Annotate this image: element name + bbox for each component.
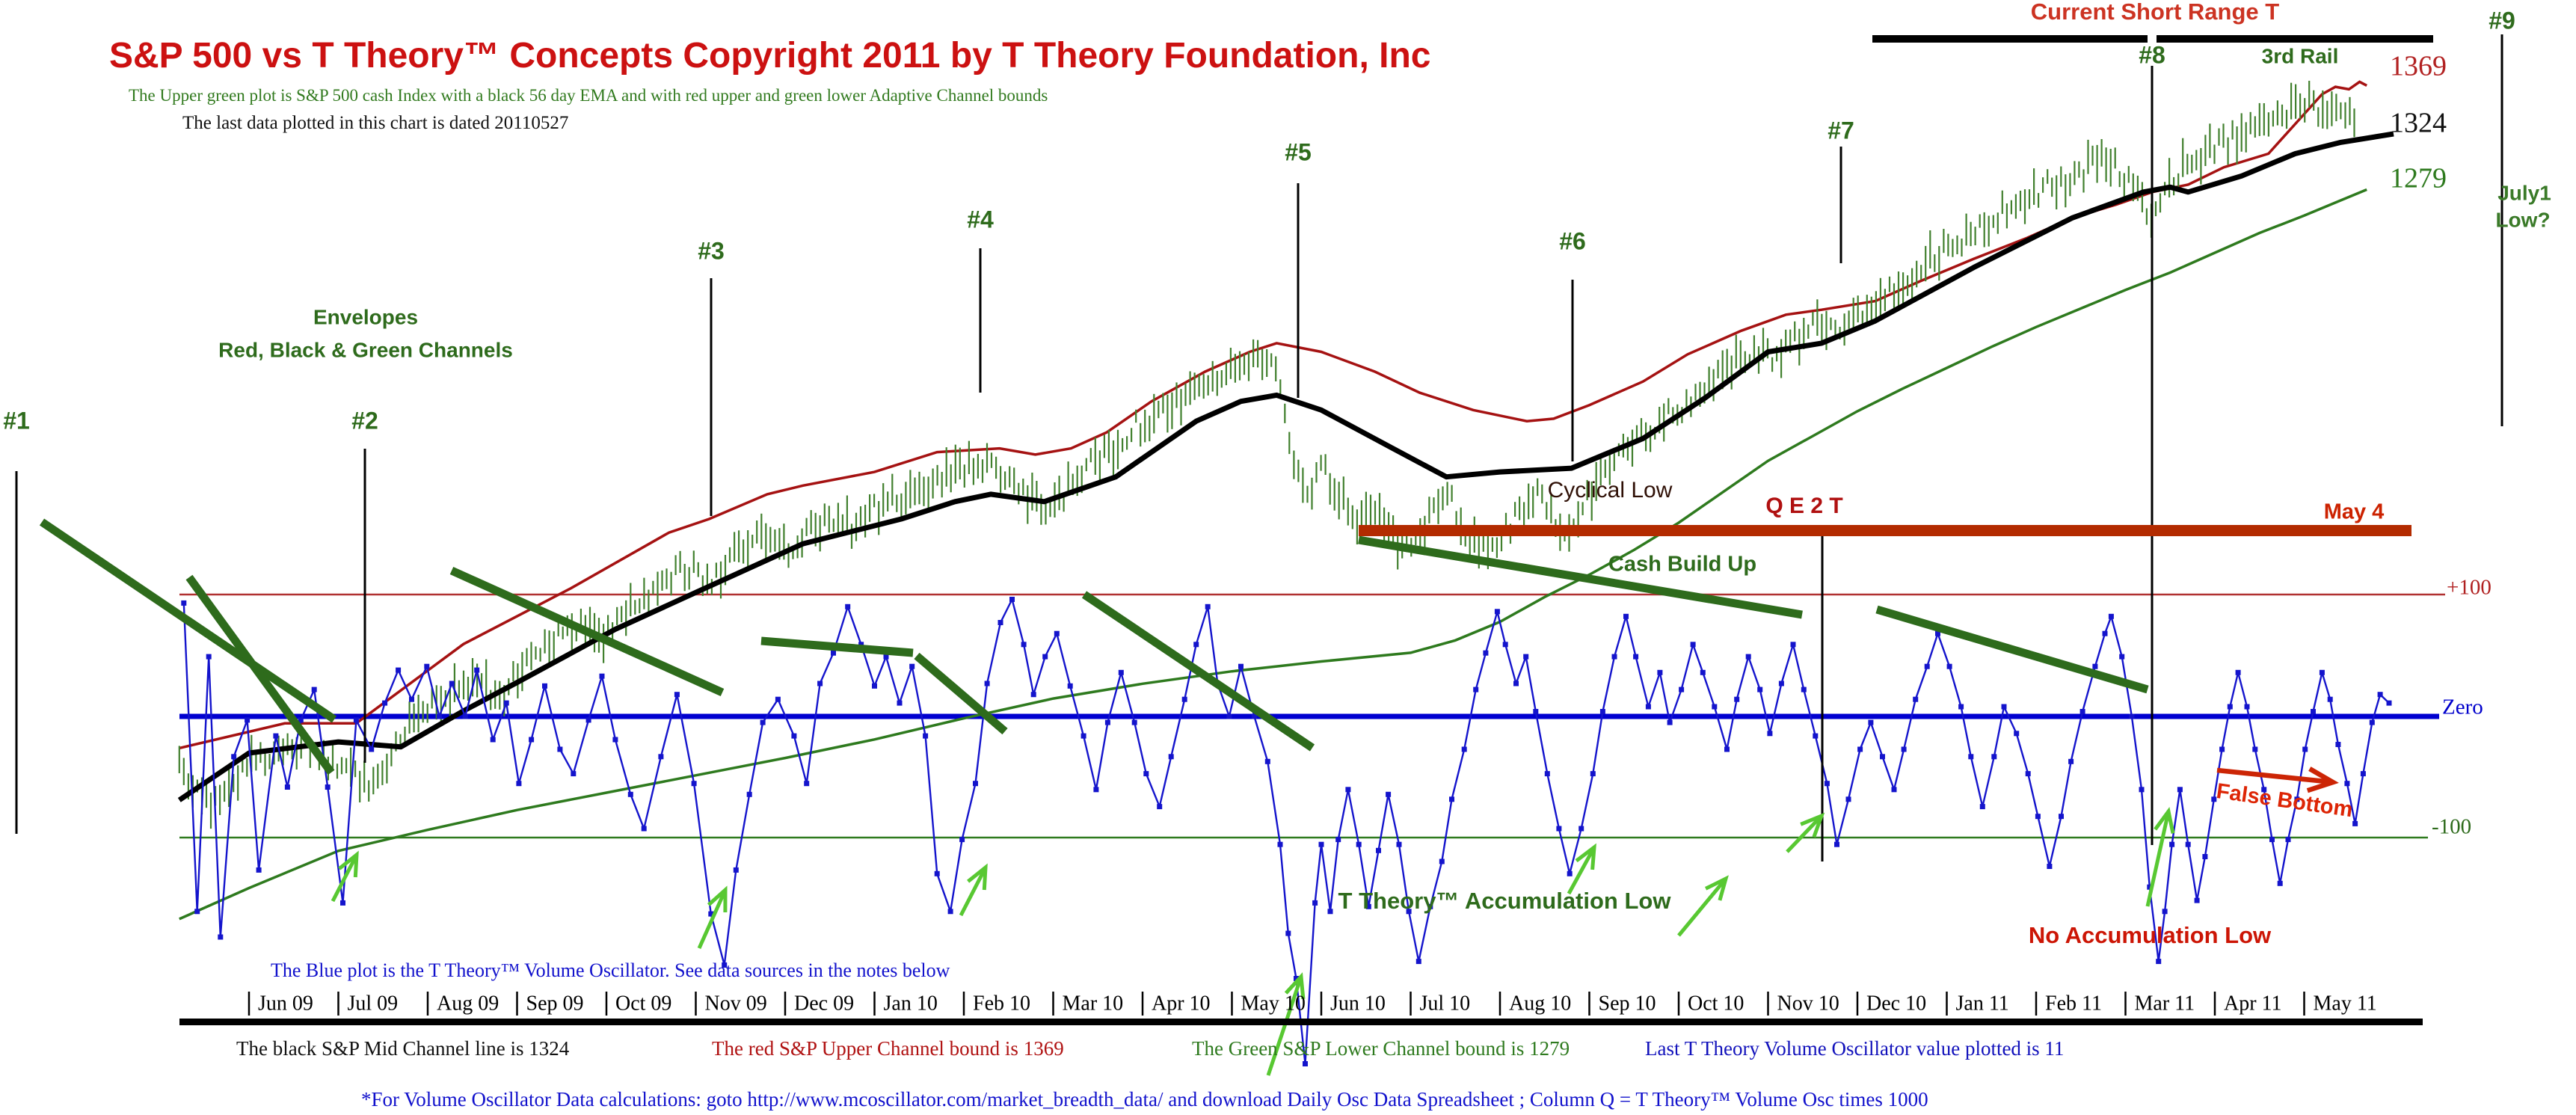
month-label: Aug 09 [437,992,499,1015]
qe2t-label: Q E 2 T [1765,494,1842,518]
month-label: Jun 10 [1330,992,1386,1015]
chart-dateline: The last data plotted in this chart is d… [182,113,569,133]
plus-100-label: +100 [2447,576,2492,600]
month-label: Nov 10 [1777,992,1839,1015]
july1-low-label-line2: Low? [2495,208,2550,231]
cash-build-up-label: Cash Build Up [1608,553,1756,577]
short-range-t-bar-left [1872,35,2148,43]
chart-title: S&P 500 vs T Theory™ Concepts Copyright … [109,36,1431,76]
third-rail-label: 3rd Rail [2262,44,2339,67]
lower-channel-line [179,188,2367,921]
month-label: Aug 10 [1509,992,1571,1015]
t-marker-label-8: #8 [2139,41,2165,68]
month-label: Jun 09 [258,992,313,1015]
july1-low-label-line1: July1 [2497,181,2551,204]
false-bottom-arrow [2216,767,2339,793]
footer-oscillator-value: Last T Theory Volume Oscillator value pl… [1645,1037,2065,1060]
minus-100-label: -100 [2432,815,2471,839]
month-label: Apr 11 [2224,992,2282,1015]
upper-bound-value: 1369 [2390,51,2447,82]
oscillator-note: The Blue plot is the T Theory™ Volume Os… [271,959,950,981]
envelopes-label-line1: Envelopes [313,305,418,328]
month-label: Feb 10 [973,992,1030,1015]
month-axis: Jun 09 Jul 09 Aug 09 Sep 09 Oct 09 Nov 09 Dec … [248,992,2377,1016]
t-marker-label-4: #4 [967,206,994,233]
month-label: May 10 [1241,992,1306,1015]
month-label: Nov 09 [705,992,767,1015]
footer-upper-channel: The red S&P Upper Channel bound is 1369 [712,1037,1064,1060]
t-marker-label-6: #6 [1559,227,1586,254]
oscillator-markers [181,597,2392,1066]
no-accumulation-low-label: No Accumulation Low [2029,922,2272,948]
month-label: May 11 [2314,992,2377,1015]
trend-lines [39,518,2149,775]
t-marker-label-1: #1 [3,407,30,434]
month-label: Sep 10 [1599,992,1656,1015]
current-short-range-t-label: Current Short Range T [2031,0,2279,25]
upper-channel-line [179,80,2368,750]
month-label: Sep 09 [526,992,584,1015]
month-label: Jul 09 [348,992,399,1015]
accumulation-arrows [331,806,2175,1076]
month-label: Apr 10 [1152,992,1211,1015]
month-label: Jul 10 [1420,992,1471,1015]
data-source-footnote: *For Volume Oscillator Data calculations… [361,1088,1928,1111]
t-marker-label-3: #3 [698,237,725,264]
cyclical-low-label: Cyclical Low [1548,478,1673,503]
month-label: Dec 09 [794,992,854,1015]
month-label: Mar 10 [1063,992,1124,1015]
t-marker-label-2: #2 [351,407,378,434]
qe2t-bar [1359,525,2411,536]
month-label: Jan 10 [884,992,938,1015]
zero-label: Zero [2442,695,2483,719]
month-label: Dec 10 [1866,992,1926,1015]
footer-mid-channel: The black S&P Mid Channel line is 1324 [236,1037,570,1060]
may4-label: May 4 [2324,500,2385,524]
month-label: Oct 10 [1688,992,1744,1015]
footer-lower-channel: The Green S&P Lower Channel bound is 127… [1192,1037,1570,1060]
x-axis-bar [179,1019,2423,1025]
price-candles [178,81,2355,829]
month-label: Jan 11 [1956,992,2009,1015]
envelopes-label-line2: Red, Black & Green Channels [218,338,513,361]
false-bottom-label: False Bottom [2215,779,2354,822]
month-label: Feb 11 [2045,992,2102,1015]
ema-line [177,131,2394,802]
month-label: Oct 09 [615,992,671,1015]
lower-bound-value: 1279 [2390,163,2447,194]
chart-subtitle: The Upper green plot is S&P 500 cash Ind… [129,86,1048,105]
accumulation-low-label: T Theory™ Accumulation Low [1338,888,1672,914]
mid-channel-value: 1324 [2390,108,2447,139]
t-marker-label-7: #7 [1828,117,1854,144]
month-label: Mar 11 [2135,992,2195,1015]
t-marker-label-9: #9 [2489,7,2515,34]
t-marker-label-5: #5 [1285,138,1312,165]
short-range-t-bar-right [2157,35,2433,43]
